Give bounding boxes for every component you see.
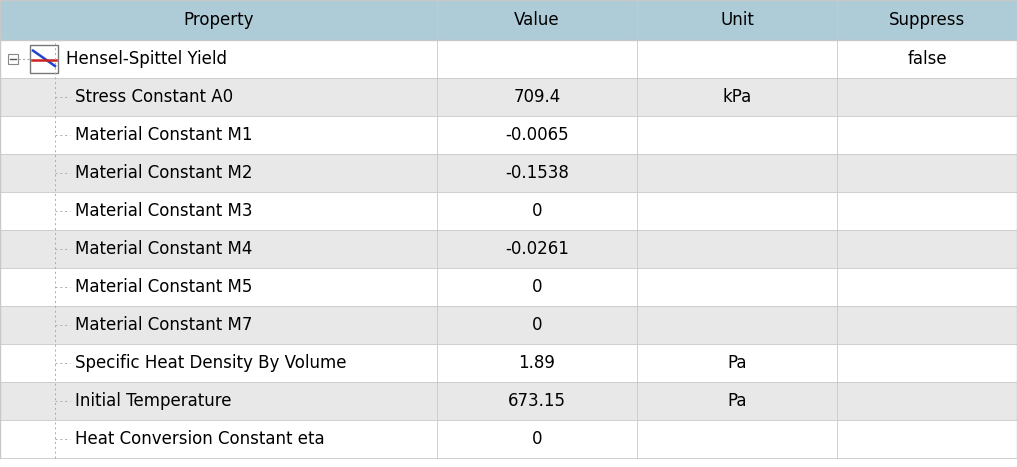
Text: Specific Heat Density By Volume: Specific Heat Density By Volume	[75, 354, 347, 372]
Text: Property: Property	[183, 11, 254, 29]
Text: 0: 0	[532, 278, 542, 296]
Bar	[0, 0, 1017, 40]
Text: -0.1538: -0.1538	[505, 164, 569, 182]
Bar	[0, 382, 1017, 420]
Text: kPa: kPa	[722, 88, 752, 106]
Text: Material Constant M3: Material Constant M3	[75, 202, 252, 220]
Bar	[0, 78, 1017, 116]
Text: 0: 0	[532, 202, 542, 220]
Bar	[0, 154, 1017, 192]
Text: -0.0065: -0.0065	[505, 126, 569, 144]
Bar	[8, 54, 18, 64]
Bar	[0, 420, 1017, 458]
Text: Value: Value	[515, 11, 559, 29]
Bar	[0, 40, 1017, 78]
Text: Initial Temperature: Initial Temperature	[75, 392, 232, 410]
Bar	[0, 230, 1017, 268]
Text: 0: 0	[532, 430, 542, 448]
Bar	[0, 116, 1017, 154]
Text: Heat Conversion Constant eta: Heat Conversion Constant eta	[75, 430, 324, 448]
Text: 1.89: 1.89	[519, 354, 555, 372]
Text: Stress Constant A0: Stress Constant A0	[75, 88, 233, 106]
Text: Material Constant M7: Material Constant M7	[75, 316, 252, 334]
Text: Material Constant M1: Material Constant M1	[75, 126, 252, 144]
Text: Material Constant M5: Material Constant M5	[75, 278, 252, 296]
Text: Pa: Pa	[727, 354, 746, 372]
Text: 673.15: 673.15	[508, 392, 566, 410]
Text: Pa: Pa	[727, 392, 746, 410]
Text: Material Constant M2: Material Constant M2	[75, 164, 252, 182]
Bar	[0, 192, 1017, 230]
Bar	[0, 306, 1017, 344]
Text: Hensel-Spittel Yield: Hensel-Spittel Yield	[66, 50, 227, 68]
Text: false: false	[907, 50, 947, 68]
Bar	[0, 268, 1017, 306]
Text: 0: 0	[532, 316, 542, 334]
Text: 709.4: 709.4	[514, 88, 560, 106]
Bar	[0, 344, 1017, 382]
Text: Material Constant M4: Material Constant M4	[75, 240, 252, 258]
Text: -0.0261: -0.0261	[505, 240, 569, 258]
Text: Unit: Unit	[720, 11, 754, 29]
Text: Suppress: Suppress	[889, 11, 965, 29]
FancyBboxPatch shape	[29, 45, 58, 73]
